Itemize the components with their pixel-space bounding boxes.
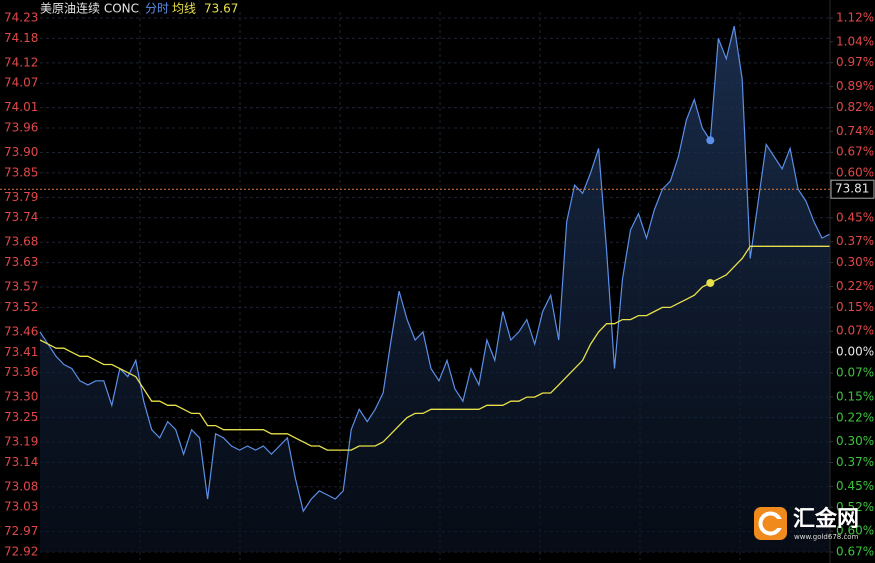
highlight-point [706, 136, 715, 145]
y-tick-label: 74.07 [4, 76, 38, 90]
average-value: 73.67 [204, 2, 238, 16]
y2-tick-label: 0.45% [836, 479, 874, 493]
y-tick-label: 73.25 [4, 410, 38, 424]
y-tick-label: 73.46 [4, 324, 38, 338]
y2-tick-label: 0.30% [836, 255, 874, 269]
y2-tick-label: 0.30% [836, 434, 874, 448]
y-tick-label: 73.85 [4, 165, 38, 179]
y2-tick-label: 0.22% [836, 410, 874, 424]
plot [0, 26, 831, 552]
y2-tick-label: 0.37% [836, 455, 874, 469]
last-price-box [830, 179, 875, 199]
y-tick-label: 73.52 [4, 300, 38, 314]
legend-entry: 分时 [145, 2, 169, 16]
y2-tick-label: 0.60% [836, 524, 874, 538]
y2-tick-label: 0.82% [836, 100, 874, 114]
highlight-point [706, 278, 715, 287]
y2-tick-label: 1.12% [836, 11, 874, 25]
y-tick-label: 73.74 [4, 210, 38, 224]
logo-cut [774, 519, 784, 528]
y2-tick-label: 1.04% [836, 34, 874, 48]
price-area [40, 26, 830, 552]
y2-tick-label: 0.22% [836, 279, 874, 293]
y-tick-label: 73.96 [4, 121, 38, 135]
y2-tick-label: 0.07% [836, 324, 874, 338]
y-tick-label: 73.68 [4, 235, 38, 249]
chart-title: 美原油连续 CONC [40, 1, 139, 16]
y-tick-label: 73.08 [4, 479, 38, 493]
y-tick-label: 73.14 [4, 455, 38, 469]
last-price-label: 73.81 [835, 182, 869, 196]
y-tick-label: 73.03 [4, 500, 38, 514]
y2-tick-label: 0.60% [836, 166, 874, 180]
y-tick-label: 74.23 [4, 11, 38, 25]
y-tick-label: 73.90 [4, 145, 38, 159]
y-tick-label: 73.19 [4, 434, 38, 448]
y-tick-label: 73.36 [4, 365, 38, 379]
y2-tick-label: 0.67% [836, 145, 874, 159]
y-tick-label: 73.30 [4, 390, 38, 404]
y2-tick-label: 0.00% [836, 345, 874, 359]
y-tick-label: 74.12 [4, 55, 38, 69]
y2-tick-label: 0.67% [836, 545, 874, 559]
y-tick-label: 72.97 [4, 524, 38, 538]
logo-url: www.gold678.com [794, 533, 859, 541]
y2-tick-label: 0.97% [836, 55, 874, 69]
y-tick-label: 73.79 [4, 190, 38, 204]
header: 美原油连续 CONC 分时 均线 73.67 [40, 1, 238, 16]
y-tick-label: 74.01 [4, 100, 38, 114]
y2-tick-label: 0.89% [836, 79, 874, 93]
y2-tick-label: 0.15% [836, 389, 874, 403]
y-tick-label: 74.18 [4, 31, 38, 45]
y2-tick-label: 0.15% [836, 300, 874, 314]
y-tick-label: 73.41 [4, 345, 38, 359]
y2-tick-label: 0.52% [836, 500, 874, 514]
y2-tick-label: 0.07% [836, 366, 874, 380]
y2-tick-label: 0.74% [836, 124, 874, 138]
y-tick-label: 73.63 [4, 255, 38, 269]
logo: 汇金网 www.gold678.com [754, 506, 859, 541]
y2-tick-label: 0.37% [836, 234, 874, 248]
y2-tick-label: 0.45% [836, 210, 874, 224]
logo-name: 汇金网 [793, 506, 859, 532]
legend-entry: 均线 [172, 2, 196, 16]
y-tick-label: 72.92 [4, 545, 38, 559]
axes: 74.23 74.18 74.12 74.07 74.01 73.96 73.90 73.85… [4, 0, 875, 563]
price-line [39, 26, 831, 513]
average-line [39, 245, 830, 451]
y-tick-label: 73.57 [4, 280, 38, 294]
